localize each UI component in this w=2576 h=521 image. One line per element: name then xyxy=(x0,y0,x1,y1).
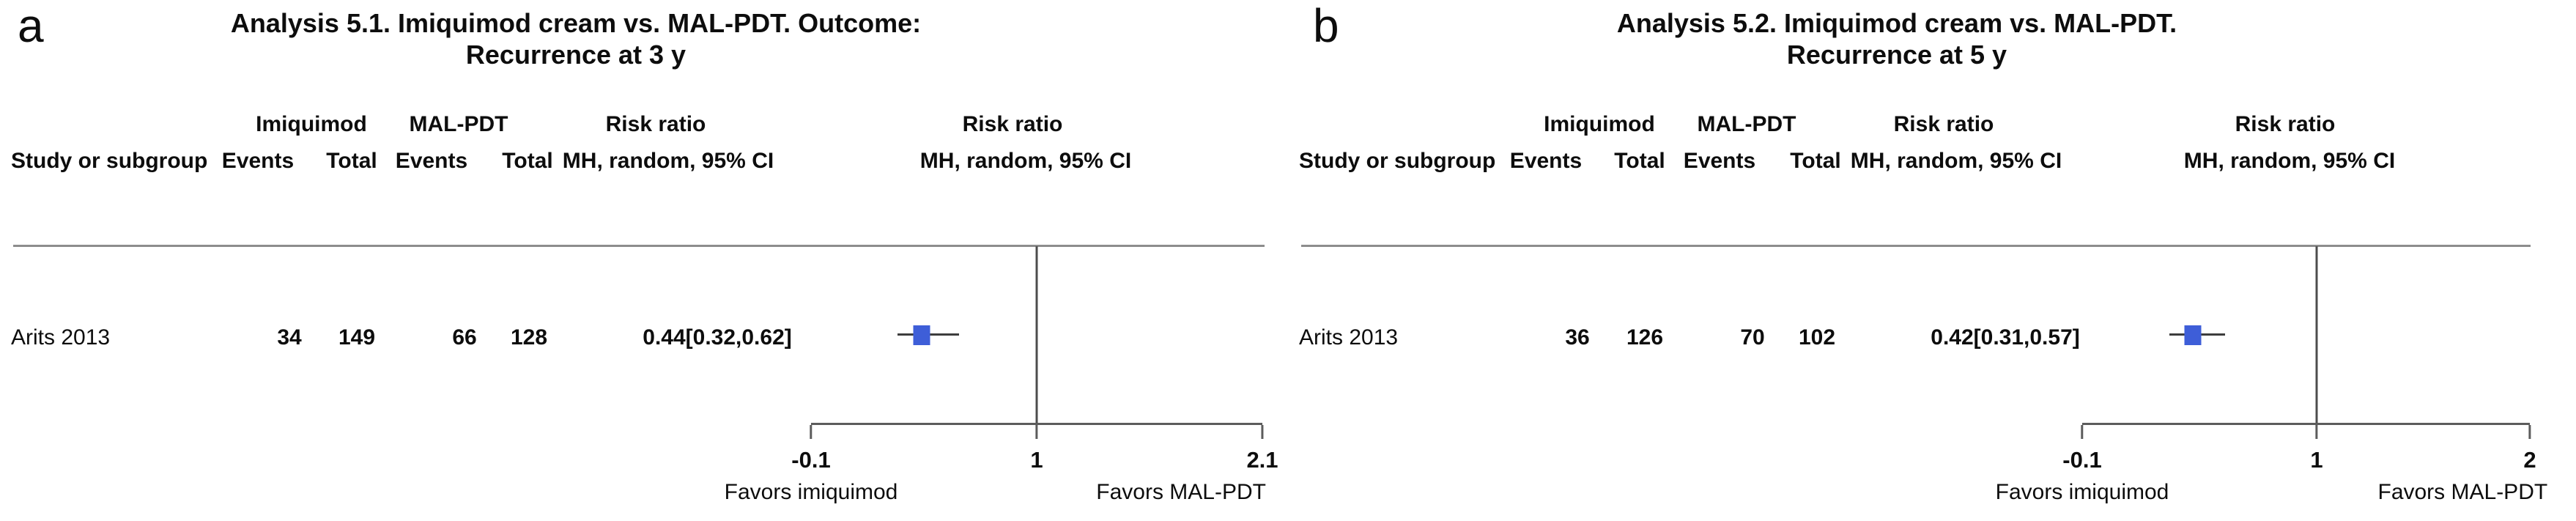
plot-header-risk-ratio: Risk ratio xyxy=(2235,112,2336,136)
total-imiquimod-value: 149 xyxy=(338,325,376,350)
events-imiquimod-value: 36 xyxy=(1565,325,1590,350)
tick-mark xyxy=(1261,425,1264,439)
column-header-events-imiquimod: Events xyxy=(1509,149,1583,173)
column-header-total-imiquimod: Total xyxy=(326,149,377,173)
reference-line xyxy=(2315,246,2318,425)
plot-header-mh-random-ci: MH, random, 95% CI xyxy=(919,149,1132,173)
axis-tick: -0.1 xyxy=(791,425,831,473)
group-header-imiquimod: Imiquimod xyxy=(256,112,367,136)
tick-mark xyxy=(2315,425,2318,439)
plot-area: -0.1 1 2 Favors imiquimod Favors MAL-PDT xyxy=(1996,246,2547,503)
study-name: Arits 2013 xyxy=(1299,325,1399,350)
risk-ratio-ci-text: 0.44[0.32,0.62] xyxy=(643,325,792,350)
axis-tick: 2.1 xyxy=(1246,425,1278,471)
tick-label: -0.1 xyxy=(791,447,831,473)
panel-a-title: Analysis 5.1. Imiquimod cream vs. MAL-PD… xyxy=(63,7,1089,70)
axis-tick: 2 xyxy=(2523,425,2536,471)
study-name: Arits 2013 xyxy=(11,325,111,350)
group-header-risk-ratio: Risk ratio xyxy=(605,112,706,136)
group-header-risk-ratio: Risk ratio xyxy=(1893,112,1994,136)
axis-tick: 1 xyxy=(2310,425,2323,471)
column-header-mh-random-ci: MH, random, 95% CI xyxy=(562,149,774,173)
column-header-events-malpdt: Events xyxy=(395,149,468,173)
column-header-mh-random-ci: MH, random, 95% CI xyxy=(1850,149,2062,173)
axis-line xyxy=(811,423,1262,425)
favors-right-label: Favors MAL-PDT xyxy=(1096,480,1266,504)
favors-left-label: Favors imiquimod xyxy=(1995,480,2169,504)
plot-area: -0.1 1 2.1 Favors imiquimod Favors MAL-P… xyxy=(725,246,1278,503)
favors-right-label: Favors MAL-PDT xyxy=(2377,480,2548,504)
axis-line xyxy=(2082,423,2530,425)
risk-ratio-ci-text: 0.42[0.31,0.57] xyxy=(1931,325,2080,350)
header-separator xyxy=(13,245,1265,247)
tick-mark xyxy=(810,425,813,439)
tick-mark xyxy=(2081,425,2084,439)
tick-mark xyxy=(2528,425,2531,439)
axis-tick: 1 xyxy=(1030,425,1043,471)
column-header-events-imiquimod: Events xyxy=(221,149,295,173)
favors-left-label: Favors imiquimod xyxy=(724,480,898,504)
group-header-malpdt: MAL-PDT xyxy=(1697,112,1796,136)
panel-b-title-line2: Recurrence at 5 y xyxy=(1786,40,2007,70)
group-header-malpdt: MAL-PDT xyxy=(409,112,508,136)
axis-tick: -0.1 xyxy=(2062,425,2102,473)
header-separator xyxy=(1301,245,2531,247)
events-malpdt-value: 66 xyxy=(452,325,477,350)
total-imiquimod-value: 126 xyxy=(1626,325,1664,350)
reference-line xyxy=(1035,246,1038,425)
total-malpdt-value: 128 xyxy=(510,325,548,350)
events-imiquimod-value: 34 xyxy=(277,325,302,350)
group-header-imiquimod: Imiquimod xyxy=(1544,112,1655,136)
panel-a: a Analysis 5.1. Imiquimod cream vs. MAL-… xyxy=(11,0,1278,503)
effect-marker xyxy=(913,325,930,345)
panel-a-title-line2: Recurrence at 3 y xyxy=(465,40,686,70)
panel-a-title-line1: Analysis 5.1. Imiquimod cream vs. MAL-PD… xyxy=(230,8,922,38)
panel-b-title: Analysis 5.2. Imiquimod cream vs. MAL-PD… xyxy=(1384,7,2410,70)
plot-header-risk-ratio: Risk ratio xyxy=(962,112,1063,136)
column-header-total-malpdt: Total xyxy=(502,149,553,173)
tick-label: 2.1 xyxy=(1246,447,1278,473)
column-header-study: Study or subgroup xyxy=(1299,149,1496,173)
column-header-total-malpdt: Total xyxy=(1790,149,1841,173)
panel-b-title-line1: Analysis 5.2. Imiquimod cream vs. MAL-PD… xyxy=(1616,8,2177,38)
column-header-study: Study or subgroup xyxy=(11,149,208,173)
column-header-events-malpdt: Events xyxy=(1683,149,1756,173)
tick-label: 1 xyxy=(2310,447,2323,473)
panel-b-label: b xyxy=(1313,0,1339,52)
plot-header-mh-random-ci: MH, random, 95% CI xyxy=(2183,149,2396,173)
column-header-total-imiquimod: Total xyxy=(1614,149,1665,173)
tick-mark xyxy=(1035,425,1038,439)
tick-label: -0.1 xyxy=(2062,447,2102,473)
panel-a-label: a xyxy=(18,0,44,52)
tick-label: 2 xyxy=(2523,447,2536,473)
panel-b: b Analysis 5.2. Imiquimod cream vs. MAL-… xyxy=(1288,0,2576,521)
events-malpdt-value: 70 xyxy=(1740,325,1765,350)
effect-marker xyxy=(2184,325,2202,345)
tick-label: 1 xyxy=(1030,447,1043,473)
total-malpdt-value: 102 xyxy=(1798,325,1836,350)
